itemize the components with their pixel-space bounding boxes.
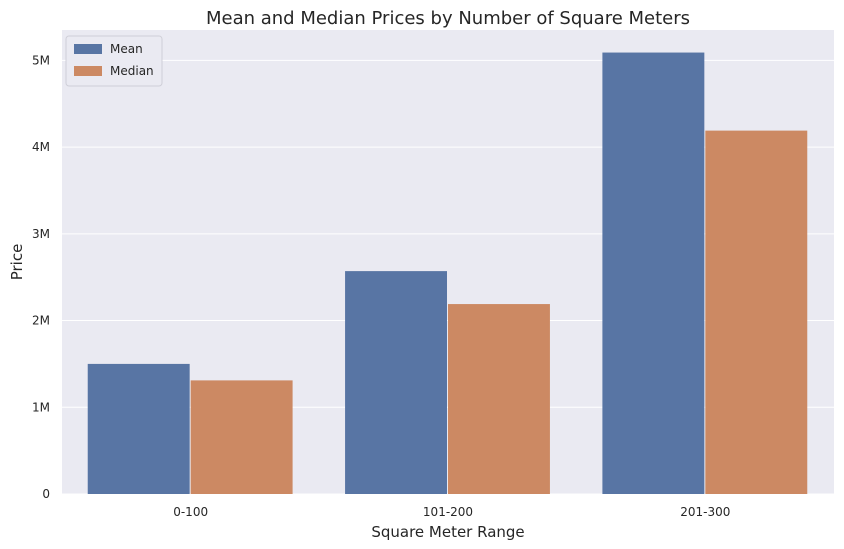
x-tick-label: 0-100: [173, 505, 208, 519]
bar-mean-201-300: [602, 52, 705, 495]
bars: [87, 52, 808, 495]
y-axis-ticks: 0 1M 2M 3M 4M 5M: [32, 53, 50, 501]
bar-mean-0-100: [87, 363, 190, 494]
bar-median-201-300: [705, 130, 808, 495]
y-tick-label: 1M: [32, 400, 50, 414]
x-tick-label: 101-200: [423, 505, 473, 519]
x-axis-ticks: 0-100 101-200 201-300: [173, 505, 730, 519]
y-tick-label: 4M: [32, 140, 50, 154]
x-tick-label: 201-300: [680, 505, 730, 519]
y-tick-label: 5M: [32, 53, 50, 67]
y-axis-title: Price: [8, 244, 26, 281]
legend-label-mean: Mean: [110, 42, 143, 56]
bar-mean-101-200: [345, 271, 447, 494]
legend-swatch-median: [74, 66, 102, 76]
chart-title: Mean and Median Prices by Number of Squa…: [206, 8, 690, 29]
legend-swatch-mean: [74, 44, 102, 54]
y-tick-label: 0: [42, 487, 50, 501]
legend-label-median: Median: [110, 64, 154, 78]
x-axis-title: Square Meter Range: [371, 523, 524, 541]
legend: Mean Median: [65, 35, 163, 87]
bar-median-101-200: [448, 304, 550, 494]
y-tick-label: 2M: [32, 314, 50, 328]
bar-median-0-100: [190, 380, 293, 494]
y-tick-label: 3M: [32, 227, 50, 241]
